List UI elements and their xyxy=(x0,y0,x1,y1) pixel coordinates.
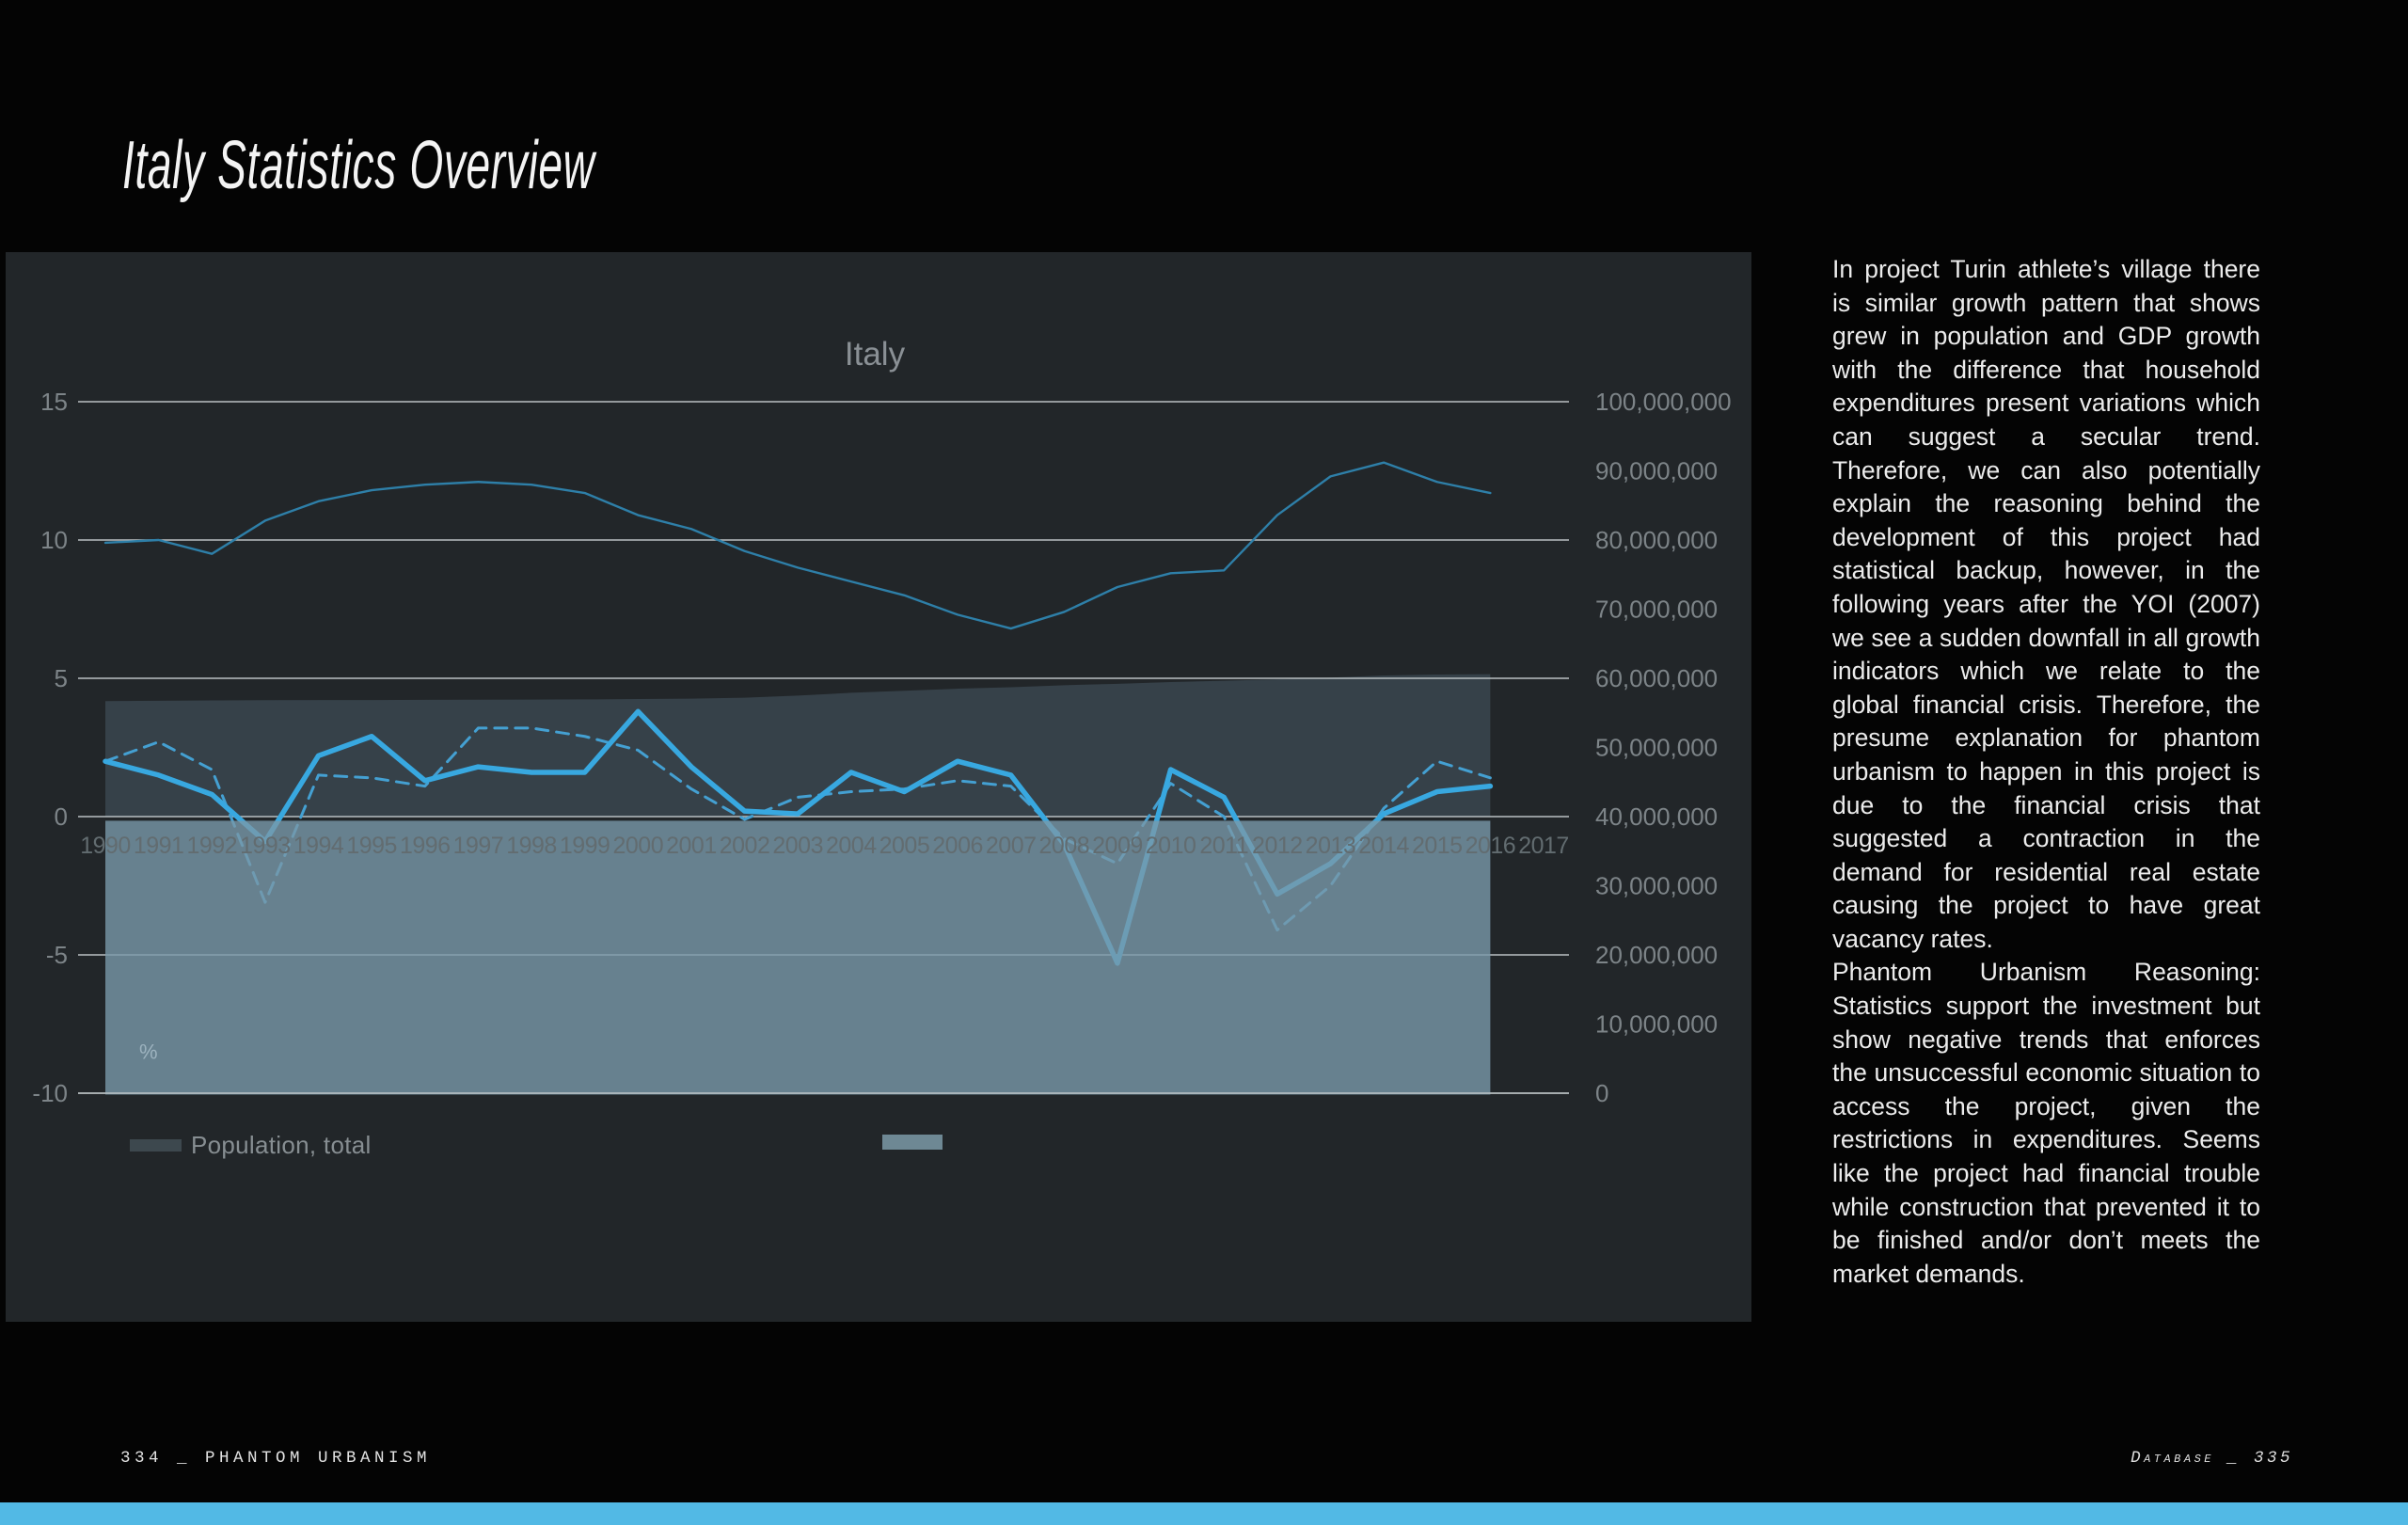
x-axis-label: 1993 xyxy=(240,833,291,859)
x-axis-label: 1992 xyxy=(186,833,237,859)
right-axis-label: 80,000,000 xyxy=(1595,526,1718,554)
legend-label-population: Population, total xyxy=(191,1131,372,1159)
commentary-paragraph-1: In project Turin athlete’s village there… xyxy=(1832,255,2260,953)
right-axis-label: 10,000,000 xyxy=(1595,1010,1718,1039)
population-area xyxy=(105,674,1491,817)
right-axis-label: 0 xyxy=(1595,1079,1608,1107)
x-axis-label: 2014 xyxy=(1358,833,1409,859)
right-axis-label: 30,000,000 xyxy=(1595,872,1718,900)
x-axis-label: 1991 xyxy=(134,833,184,859)
x-axis-label: 2001 xyxy=(666,833,717,859)
x-axis-label: 2012 xyxy=(1252,833,1303,859)
x-axis-label: 1999 xyxy=(560,833,610,859)
x-axis-label: 2017 xyxy=(1518,833,1569,859)
series-thin_line xyxy=(103,461,1492,630)
x-axis-label: 2007 xyxy=(986,833,1037,859)
chart: % 1990 1991 1992 1993 1994 1995 1996 1997 1998 199… xyxy=(32,336,1732,1107)
right-axis-label: 70,000,000 xyxy=(1595,596,1718,624)
right-axis-label: 50,000,000 xyxy=(1595,734,1718,762)
highlight-band xyxy=(105,820,1491,1095)
x-axis-label: 2006 xyxy=(932,833,983,859)
x-axis-label: 2000 xyxy=(612,833,663,859)
x-axis-label: 2004 xyxy=(826,833,877,859)
legend-item-population: Population, total xyxy=(130,1131,372,1160)
right-axis-label: 40,000,000 xyxy=(1595,802,1718,831)
right-axis-label: 20,000,000 xyxy=(1595,941,1718,969)
right-axis-label: 90,000,000 xyxy=(1595,457,1718,485)
chart-title: Italy xyxy=(845,336,906,373)
x-axis-label: 1996 xyxy=(400,833,451,859)
left-axis-label: -5 xyxy=(46,941,68,969)
right-axis-label: 100,000,000 xyxy=(1595,388,1732,416)
x-axis-label: 2002 xyxy=(720,833,770,859)
x-axis-label: 2015 xyxy=(1412,833,1463,859)
percent-label: % xyxy=(139,1040,158,1063)
x-axis-label: 2009 xyxy=(1092,833,1143,859)
x-axis-label: 2011 xyxy=(1199,833,1248,859)
left-axis-label: 10 xyxy=(40,526,68,554)
left-axis-label: 5 xyxy=(55,664,68,692)
x-axis-label: 1995 xyxy=(346,833,397,859)
x-axis-label: 2003 xyxy=(772,833,823,859)
left-axis-label: 15 xyxy=(40,388,68,416)
x-axis-label: 1990 xyxy=(80,833,131,859)
x-axis-label: 2005 xyxy=(879,833,930,859)
commentary-paragraph-2: Phantom Urbanism Reasoning: Statistics s… xyxy=(1832,958,2260,1288)
legend-swatch-population xyxy=(130,1139,182,1152)
left-axis-label: 0 xyxy=(55,802,68,831)
x-axis-label: 2010 xyxy=(1146,833,1196,859)
left-axis-label: -10 xyxy=(32,1079,68,1107)
x-axis-label: 2016 xyxy=(1465,833,1516,859)
x-axis-label: 1994 xyxy=(293,833,344,859)
page-title: Italy Statistics Overview xyxy=(122,128,595,203)
right-axis-label: 60,000,000 xyxy=(1595,664,1718,692)
footer-page-left: 334 _ PHANTOM URBANISM xyxy=(120,1449,432,1468)
legend-item-secondary xyxy=(882,1135,952,1150)
x-axis-label: 1998 xyxy=(506,833,557,859)
x-axis-label: 2008 xyxy=(1039,833,1090,859)
x-axis-label: 1997 xyxy=(453,833,504,859)
x-axis-label: 2013 xyxy=(1306,833,1356,859)
legend-swatch-secondary xyxy=(882,1135,943,1150)
accent-bar xyxy=(0,1502,2408,1525)
footer-page-right: Database _ 335 xyxy=(2131,1449,2293,1468)
commentary-text: In project Turin athlete’s village there… xyxy=(1832,253,2260,1291)
